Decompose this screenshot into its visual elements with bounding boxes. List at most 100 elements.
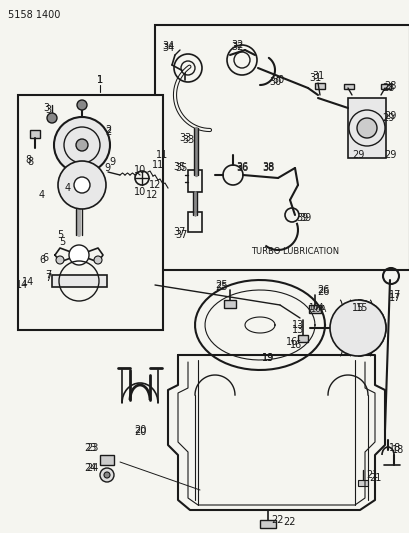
- Text: 5: 5: [59, 237, 65, 247]
- Text: 5158 1400: 5158 1400: [8, 10, 60, 20]
- Bar: [155, 25, 409, 270]
- Bar: [18, 95, 163, 330]
- Text: 3: 3: [45, 105, 51, 115]
- Text: 22: 22: [271, 515, 283, 525]
- Circle shape: [47, 113, 57, 123]
- Text: 30: 30: [271, 75, 283, 85]
- Text: 5: 5: [57, 230, 63, 240]
- Text: 14: 14: [16, 280, 28, 290]
- Text: 2: 2: [105, 127, 111, 137]
- Bar: [297, 335, 307, 342]
- Text: 2: 2: [105, 125, 111, 135]
- Text: 21: 21: [365, 470, 377, 480]
- Bar: [343, 84, 353, 89]
- Text: 8: 8: [27, 157, 33, 167]
- Text: 19: 19: [261, 353, 274, 363]
- Text: 26: 26: [316, 285, 328, 295]
- Text: 28: 28: [383, 81, 395, 91]
- Text: 12: 12: [146, 190, 158, 200]
- Text: 16A: 16A: [307, 303, 324, 312]
- Text: 30: 30: [268, 77, 281, 87]
- Text: 20: 20: [133, 427, 146, 437]
- Text: 26: 26: [316, 287, 328, 297]
- Circle shape: [104, 472, 110, 478]
- Text: 10: 10: [134, 187, 146, 197]
- Text: 18: 18: [388, 443, 400, 453]
- Text: 10: 10: [134, 165, 146, 175]
- Circle shape: [94, 256, 102, 264]
- Bar: [314, 83, 324, 89]
- Text: 18: 18: [391, 445, 403, 455]
- Text: 7: 7: [45, 270, 51, 280]
- Text: 33: 33: [178, 133, 191, 143]
- Text: 31: 31: [311, 71, 324, 81]
- Text: 24: 24: [83, 463, 96, 473]
- Text: 14: 14: [22, 277, 34, 287]
- Text: 15: 15: [355, 303, 367, 313]
- Text: 21: 21: [368, 473, 380, 483]
- Text: 29: 29: [351, 150, 363, 160]
- Text: 3: 3: [43, 103, 49, 113]
- Text: 9: 9: [104, 163, 110, 173]
- Text: 12: 12: [148, 180, 161, 190]
- Text: 1: 1: [97, 75, 103, 85]
- Circle shape: [356, 118, 376, 138]
- Bar: [259, 520, 275, 528]
- Text: 6: 6: [42, 253, 48, 263]
- Text: 6: 6: [39, 255, 45, 265]
- Circle shape: [69, 245, 89, 265]
- Text: 29: 29: [383, 150, 395, 160]
- Text: 35: 35: [173, 162, 186, 172]
- Text: 7: 7: [45, 273, 51, 283]
- Text: 15: 15: [351, 303, 363, 313]
- Text: 4: 4: [39, 190, 45, 200]
- Bar: [308, 305, 320, 313]
- Text: 23: 23: [85, 443, 98, 453]
- Bar: [223, 300, 236, 308]
- Text: 11: 11: [155, 150, 168, 160]
- Text: 31: 31: [308, 73, 320, 83]
- Text: 16A: 16A: [309, 305, 326, 314]
- Text: 28: 28: [381, 83, 393, 93]
- Text: 22: 22: [283, 517, 296, 527]
- Bar: [347, 98, 385, 158]
- Text: 11: 11: [151, 160, 164, 170]
- Text: 33: 33: [182, 135, 193, 145]
- Text: TURBO LUBRICATION: TURBO LUBRICATION: [250, 247, 338, 256]
- Text: 29: 29: [381, 113, 393, 123]
- Text: 20: 20: [133, 425, 146, 435]
- Text: 36: 36: [235, 163, 247, 173]
- Text: 25: 25: [215, 280, 228, 290]
- Bar: [188, 170, 202, 192]
- Bar: [30, 130, 40, 138]
- Text: 24: 24: [85, 463, 98, 473]
- Text: 8: 8: [25, 155, 31, 165]
- Text: 37: 37: [175, 230, 188, 240]
- Text: 25: 25: [215, 282, 228, 292]
- Text: 4: 4: [65, 183, 71, 193]
- Text: 36: 36: [235, 162, 247, 172]
- Circle shape: [76, 139, 88, 151]
- Text: 34: 34: [162, 43, 174, 53]
- Text: 39: 39: [295, 213, 308, 223]
- Bar: [357, 480, 367, 486]
- Text: 1: 1: [97, 75, 103, 85]
- Bar: [100, 455, 114, 465]
- Text: 16: 16: [285, 337, 297, 347]
- Text: 32: 32: [231, 40, 244, 50]
- Bar: [188, 212, 202, 232]
- Text: 19: 19: [261, 353, 274, 363]
- Circle shape: [54, 117, 110, 173]
- Text: 32: 32: [231, 42, 244, 52]
- Text: 37: 37: [173, 227, 186, 237]
- Text: 17: 17: [388, 290, 400, 300]
- Text: 35: 35: [175, 163, 188, 173]
- Text: 17: 17: [388, 293, 400, 303]
- Circle shape: [329, 300, 385, 356]
- Circle shape: [77, 100, 87, 110]
- Text: 9: 9: [109, 157, 115, 167]
- Text: 23: 23: [83, 443, 96, 453]
- Circle shape: [74, 177, 90, 193]
- Text: 13: 13: [291, 320, 303, 330]
- Circle shape: [56, 256, 64, 264]
